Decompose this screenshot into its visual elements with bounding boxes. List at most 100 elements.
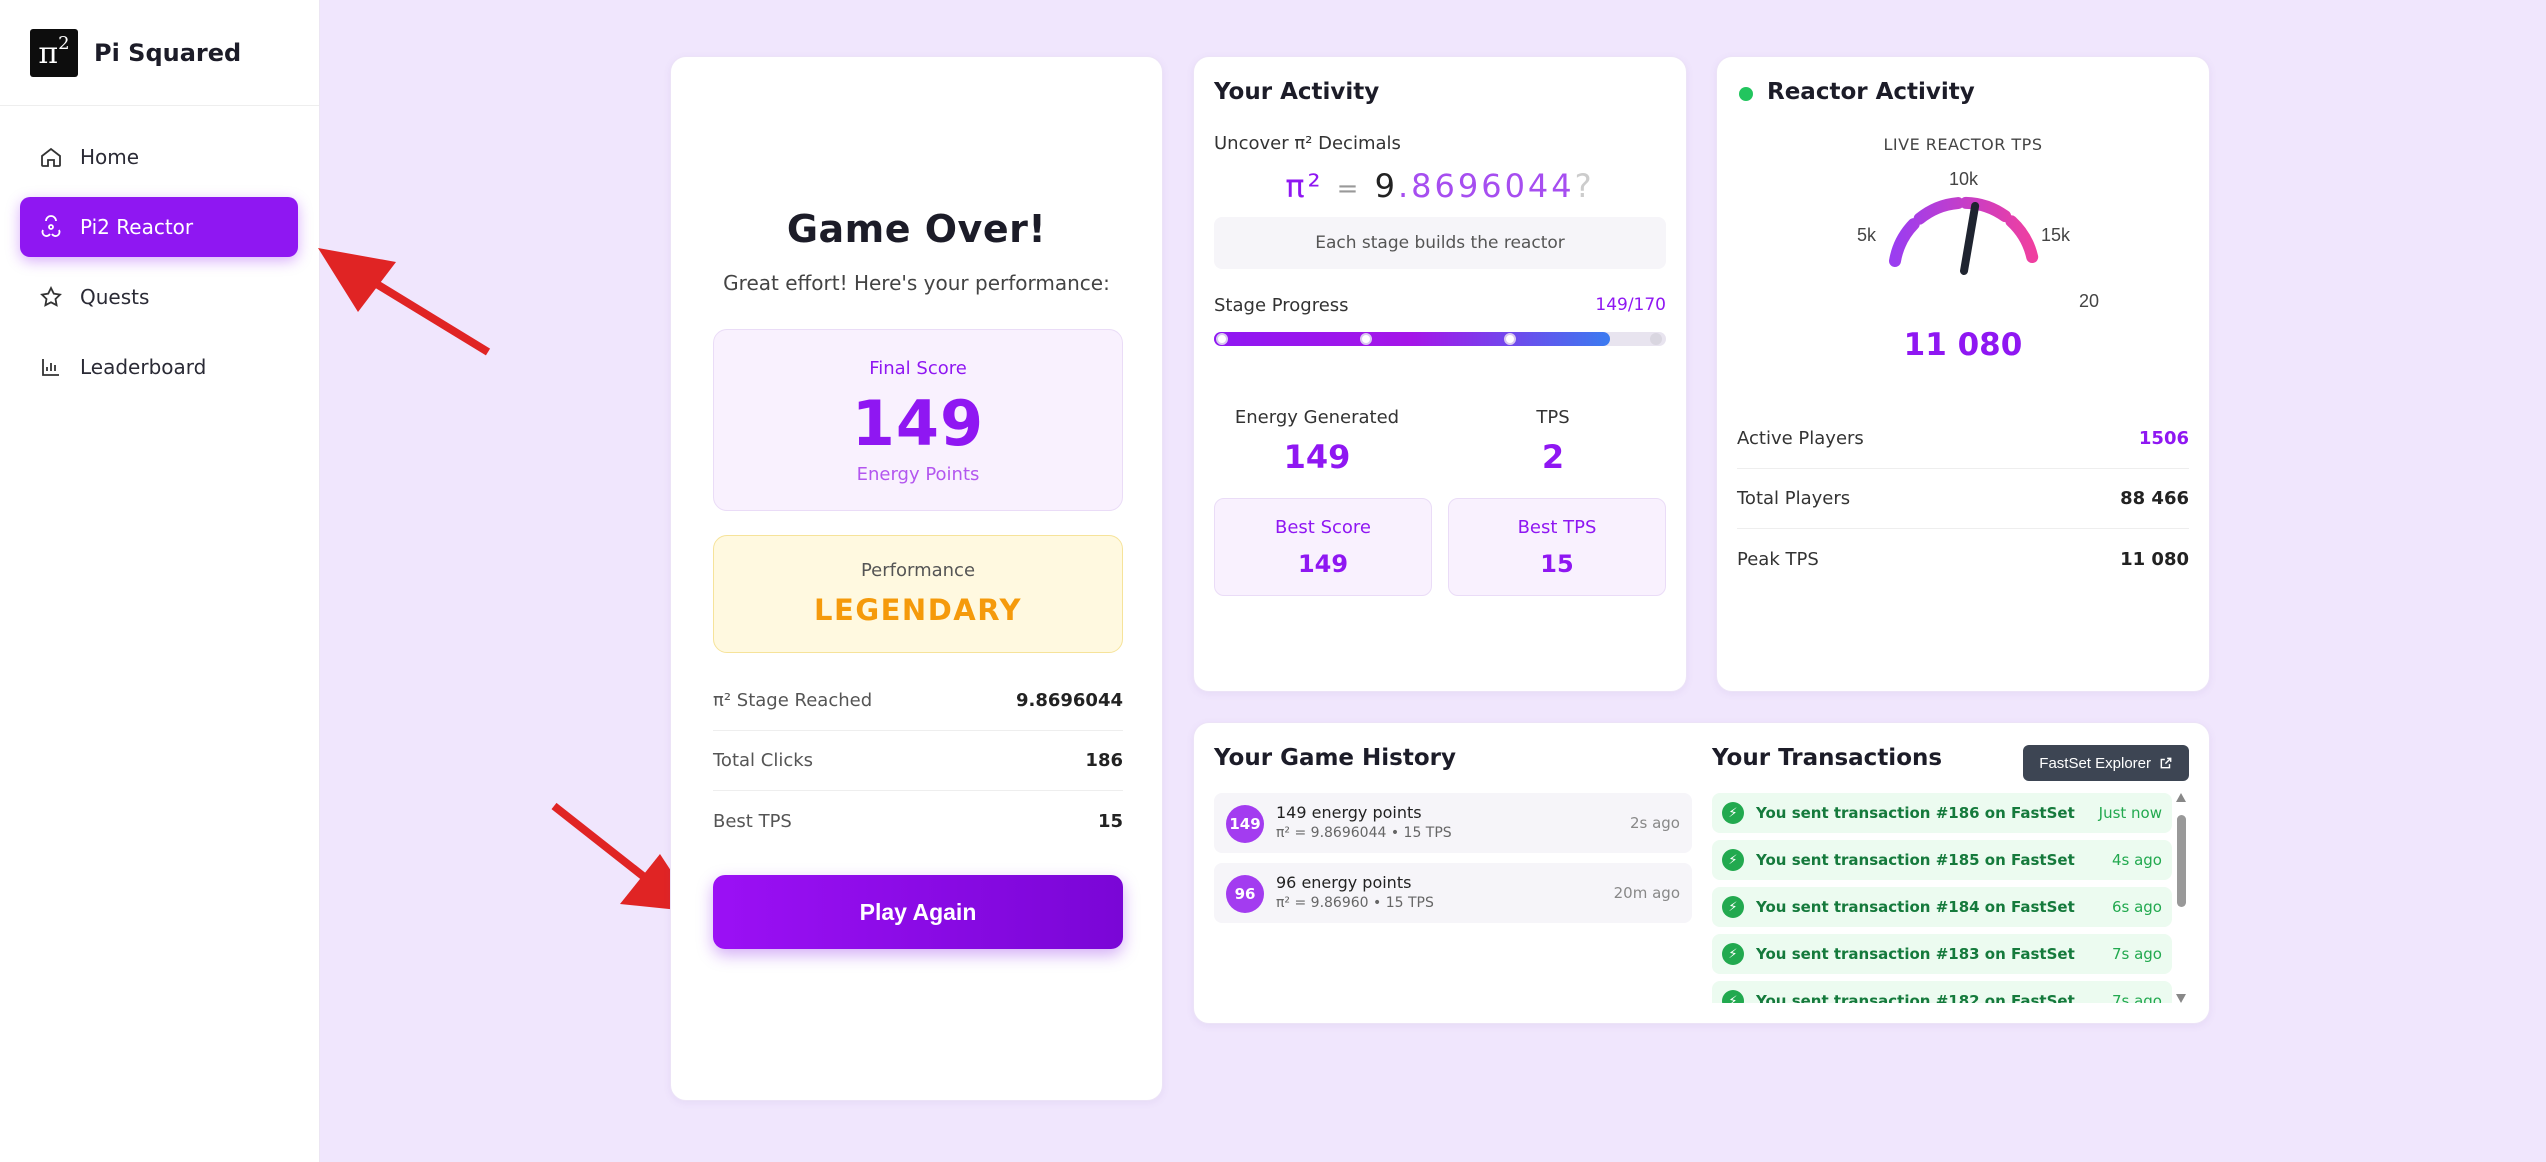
history-item-sub: π² = 9.8696044 • 15 TPS [1276, 825, 1452, 841]
transaction-text: You sent transaction #185 on FastSet [1756, 851, 2075, 869]
reactor-row-label: Total Players [1737, 488, 1851, 509]
lightning-icon: ⚡ [1722, 943, 1744, 965]
sidebar-item-pi2-reactor[interactable]: Pi2 Reactor [20, 197, 298, 257]
transaction-item[interactable]: ⚡ You sent transaction #183 on FastSet 7… [1712, 934, 2172, 974]
reactor-activity-card: Reactor Activity LIVE REACTOR TPS 5k 0k … [1716, 56, 2210, 692]
external-link-icon [2160, 757, 2172, 769]
stage-marker [1216, 333, 1228, 345]
stat-value: 9.8696044 [1015, 690, 1123, 711]
bar-chart-icon [38, 354, 64, 380]
best-score-value: 149 [1297, 550, 1349, 578]
fastset-explorer-button[interactable]: FastSet Explorer [2023, 745, 2189, 781]
reactor-title: Reactor Activity [1767, 79, 1975, 105]
transaction-time: 4s ago [2111, 851, 2162, 869]
scroll-up-icon[interactable] [2176, 793, 2186, 802]
reactor-row-value: 88 466 [2120, 488, 2189, 509]
history-badge: 149 [1226, 805, 1264, 843]
sidebar-item-label: Home [80, 145, 140, 169]
activity-title: Your Activity [1214, 79, 1380, 105]
transaction-text: You sent transaction #182 on FastSet [1756, 992, 2075, 1003]
tps-gauge: 5k 0k 10k 15k 20k [1857, 169, 2099, 311]
sidebar-item-home[interactable]: Home [20, 127, 298, 187]
history-item-time: 2s ago [1629, 814, 1680, 832]
stage-progress-value: 149/170 [1595, 295, 1666, 315]
energy-generated-metric: Energy Generated 149 [1204, 407, 1430, 476]
history-transactions-card: Your Game History 149 149 energy points … [1193, 722, 2210, 1024]
gauge-arc [1889, 196, 2039, 267]
stat-label: Total Clicks [713, 750, 814, 771]
history-item[interactable]: 96 96 energy points π² = 9.86960 • 15 TP… [1214, 863, 1692, 923]
lightning-icon: ⚡ [1722, 896, 1744, 918]
transactions-scrollbar[interactable] [2174, 793, 2188, 1003]
transaction-item[interactable]: ⚡ You sent transaction #182 on FastSet 7… [1712, 981, 2172, 1003]
transaction-time: 7s ago [2111, 992, 2162, 1003]
transaction-item[interactable]: ⚡ You sent transaction #184 on FastSet 6… [1712, 887, 2172, 927]
sidebar-item-quests[interactable]: Quests [20, 267, 298, 327]
stage-progress-bar [1214, 332, 1666, 346]
performance-label: Performance [860, 560, 976, 581]
scroll-thumb[interactable] [2177, 815, 2186, 907]
fastset-explorer-label: FastSet Explorer [2039, 754, 2151, 772]
home-icon [38, 144, 64, 170]
transactions-list[interactable]: ⚡ You sent transaction #186 on FastSet J… [1712, 793, 2172, 1003]
stat-row-clicks: Total Clicks 186 [713, 731, 1123, 791]
activity-card: Your Activity Uncover π² Decimals π² = 9… [1193, 56, 1687, 692]
reactor-row-value: 11 080 [2120, 548, 2189, 570]
reactor-icon [38, 214, 64, 240]
transaction-text: You sent transaction #184 on FastSet [1756, 898, 2075, 916]
lightning-icon: ⚡ [1722, 802, 1744, 824]
pi-decimals: .8696044 [1397, 167, 1575, 205]
best-tps-value: 15 [1540, 550, 1574, 578]
tps-label: TPS [1536, 407, 1570, 428]
sidebar-item-leaderboard[interactable]: Leaderboard [20, 337, 298, 397]
pi-integer: 9 [1374, 167, 1398, 205]
reactor-row-label: Peak TPS [1737, 548, 1819, 570]
final-score-value: 149 [851, 387, 985, 460]
transaction-time: 6s ago [2111, 898, 2162, 916]
play-again-button[interactable]: Play Again [713, 875, 1123, 949]
stage-marker [1360, 333, 1372, 345]
gauge-label: LIVE REACTOR TPS [1883, 135, 2043, 154]
sidebar-item-label: Quests [80, 285, 150, 309]
tps-metric: TPS 2 [1440, 407, 1666, 476]
best-score-box: Best Score 149 [1214, 498, 1432, 596]
final-score-unit: Energy Points [856, 464, 980, 485]
reactor-row-value: 1506 [2138, 428, 2189, 449]
pi-symbol: π² [1285, 167, 1324, 205]
best-score-label: Best Score [1275, 517, 1371, 538]
game-over-title: Game Over! [786, 207, 1047, 251]
stat-label: Best TPS [713, 810, 792, 832]
scroll-down-icon[interactable] [2176, 994, 2186, 1003]
reactor-row-peak-tps: Peak TPS 11 080 [1737, 529, 2189, 589]
pi-unknown: ? [1574, 167, 1595, 205]
game-over-subtitle: Great effort! Here's your performance: [723, 271, 1110, 295]
transaction-item[interactable]: ⚡ You sent transaction #185 on FastSet 4… [1712, 840, 2172, 880]
annotation-arrow-icon [318, 248, 491, 356]
best-tps-box: Best TPS 15 [1448, 498, 1666, 596]
reactor-row-active-players: Active Players 1506 [1737, 409, 2189, 469]
history-item-sub: π² = 9.86960 • 15 TPS [1276, 895, 1434, 911]
stat-row-best-tps: Best TPS 15 [713, 791, 1123, 851]
stat-label: π² Stage Reached [713, 690, 873, 711]
transaction-item[interactable]: ⚡ You sent transaction #186 on FastSet J… [1712, 793, 2172, 833]
transaction-text: You sent transaction #186 on FastSet [1756, 804, 2075, 822]
stage-progress-label: Stage Progress [1214, 295, 1349, 316]
sidebar-item-label: Leaderboard [80, 355, 207, 379]
gauge-value: 11 080 [1903, 327, 2023, 363]
history-item-time: 20m ago [1613, 884, 1680, 902]
stage-hint: Each stage builds the reactor [1214, 217, 1666, 269]
gauge-needle [1960, 201, 1980, 275]
lightning-icon: ⚡ [1722, 849, 1744, 871]
best-tps-label: Best TPS [1517, 517, 1597, 538]
history-item-title: 96 energy points [1276, 873, 1412, 892]
game-over-card: Game Over! Great effort! Here's your per… [670, 56, 1163, 1101]
stage-marker [1650, 333, 1662, 345]
reactor-row-total-players: Total Players 88 466 [1737, 469, 2189, 529]
performance-box: Performance LEGENDARY [713, 535, 1123, 653]
energy-value: 149 [1283, 438, 1351, 476]
pi-decimal-display: π² = 9.8696044? [1194, 167, 1686, 205]
stage-progress-fill [1214, 332, 1611, 346]
history-item[interactable]: 149 149 energy points π² = 9.8696044 • 1… [1214, 793, 1692, 853]
